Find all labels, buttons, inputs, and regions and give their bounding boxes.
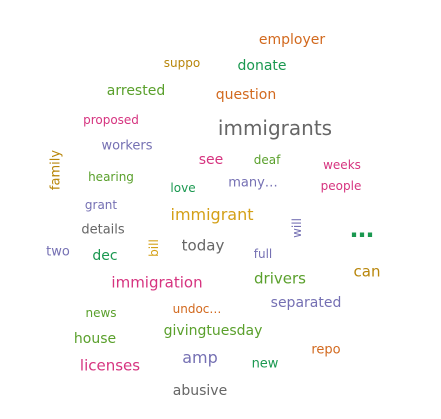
word-love: love <box>170 181 196 195</box>
word-donate: donate <box>237 58 287 74</box>
word-details: details <box>81 222 125 238</box>
word-question: question <box>215 87 277 103</box>
word-repo: repo <box>311 342 341 358</box>
word-can: can <box>353 262 381 281</box>
word-employer: employer <box>258 32 326 48</box>
word-today: today <box>181 236 225 255</box>
word-immigrants: immigrants <box>217 116 333 140</box>
word-arrested: arrested <box>106 83 166 99</box>
word-immigration: immigration <box>111 273 203 292</box>
word-news: news <box>85 306 117 320</box>
word-hearing: hearing <box>88 170 134 184</box>
word-suppo: suppo <box>163 56 201 70</box>
word-people: people <box>320 179 362 193</box>
word-undoc: undoc… <box>172 302 222 316</box>
word-deaf: deaf <box>253 153 281 167</box>
word-amp: amp <box>182 348 218 367</box>
word-weeks: weeks <box>323 158 361 172</box>
word-full: full <box>253 247 273 261</box>
word-two: two <box>46 244 70 260</box>
word-new: new <box>251 356 279 372</box>
word-separated: separated <box>270 295 342 311</box>
word-workers: workers <box>101 138 153 154</box>
word-family: family <box>48 149 64 191</box>
word-many: many… <box>228 175 278 191</box>
word-abusive: abusive <box>172 383 228 399</box>
word-proposed: proposed <box>83 113 139 127</box>
word-givingtuesday: givingtuesday <box>163 323 263 339</box>
word-licenses: licenses <box>79 356 141 375</box>
word-will: will <box>290 218 304 238</box>
word-see: see <box>198 152 224 168</box>
word-grant: grant <box>84 198 118 212</box>
word-house: house <box>73 331 117 347</box>
word-dec: dec <box>92 248 118 264</box>
word-ellipsis: … <box>350 215 374 243</box>
word-drivers: drivers <box>254 269 306 288</box>
word-immigrant: immigrant <box>170 205 254 224</box>
word-bill: bill <box>147 239 161 257</box>
